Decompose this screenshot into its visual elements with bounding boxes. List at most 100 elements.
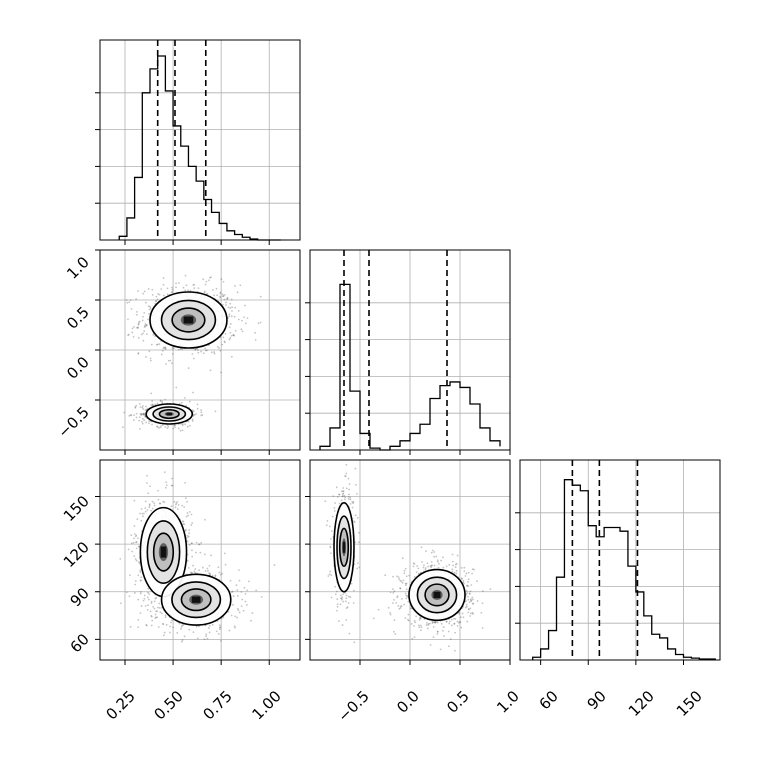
sample-point <box>184 528 187 531</box>
sample-point <box>183 396 186 399</box>
sample-point <box>234 626 236 629</box>
sample-point <box>342 600 345 603</box>
sample-point <box>177 348 180 351</box>
sample-point <box>166 293 169 296</box>
sample-point <box>448 620 451 623</box>
sample-point <box>155 343 158 346</box>
sample-point <box>172 626 175 629</box>
sample-point <box>232 334 235 337</box>
sample-point <box>218 628 221 631</box>
sample-point <box>183 506 186 508</box>
sample-point <box>180 625 183 628</box>
sample-point <box>189 424 191 427</box>
sample-point <box>205 633 208 636</box>
sample-point <box>393 630 395 633</box>
sample-point <box>465 589 468 592</box>
sample-point <box>219 626 222 628</box>
sample-point <box>170 505 173 508</box>
sample-point <box>191 522 194 524</box>
sample-point <box>145 623 148 626</box>
sample-point <box>141 417 144 420</box>
sample-point <box>206 293 209 295</box>
sample-point <box>421 561 423 563</box>
panel-border <box>309 459 511 661</box>
sample-point <box>90 311 92 313</box>
sample-point <box>191 353 194 355</box>
sample-point <box>471 568 474 571</box>
sample-point <box>218 347 220 350</box>
sample-point <box>345 472 348 475</box>
sample-point <box>138 561 140 563</box>
sample-point <box>404 582 407 585</box>
sample-point <box>160 606 163 609</box>
sample-point <box>149 359 152 362</box>
sample-point <box>336 598 339 601</box>
sample-point <box>161 424 164 427</box>
sample-point <box>143 290 146 293</box>
sample-point <box>140 579 143 582</box>
sample-point <box>346 606 349 609</box>
sample-point <box>331 515 334 518</box>
sample-point <box>138 562 141 565</box>
sample-point <box>230 315 233 318</box>
sample-point <box>467 608 470 610</box>
sample-point <box>399 607 402 609</box>
sample-point <box>418 626 421 629</box>
sample-point <box>273 564 276 566</box>
sample-point <box>151 404 154 407</box>
sample-point <box>470 598 472 601</box>
sample-point <box>142 599 145 602</box>
sample-point <box>217 633 220 635</box>
sample-point <box>181 429 184 432</box>
sample-point <box>229 337 232 339</box>
sample-point <box>192 357 195 360</box>
sample-point <box>342 593 344 596</box>
sample-point <box>464 606 467 609</box>
sample-point <box>229 307 232 309</box>
sample-point <box>160 425 163 427</box>
sample-point <box>352 589 355 592</box>
sample-point <box>235 584 238 587</box>
sample-point <box>205 635 207 638</box>
sample-point <box>150 600 153 603</box>
sample-point <box>195 541 198 544</box>
sample-point <box>458 611 461 614</box>
sample-point <box>133 537 135 540</box>
sample-point <box>439 648 442 651</box>
sample-point <box>239 284 242 287</box>
sample-point <box>226 297 229 300</box>
sample-point <box>231 590 234 593</box>
sample-point <box>328 573 331 576</box>
sample-point <box>448 563 451 566</box>
sample-point <box>129 413 132 416</box>
sample-point <box>470 612 472 615</box>
sample-point <box>195 625 198 628</box>
sample-point <box>349 596 352 598</box>
sample-point <box>150 392 153 395</box>
sample-point <box>187 566 190 569</box>
sample-point <box>129 574 131 576</box>
sample-point <box>211 623 214 626</box>
sample-point <box>130 534 133 537</box>
sample-point <box>223 298 226 301</box>
sample-point <box>408 574 411 577</box>
sample-point <box>219 295 222 298</box>
sample-point <box>146 608 149 611</box>
sample-point <box>199 551 202 554</box>
sample-point <box>243 586 246 589</box>
sample-point <box>130 414 133 417</box>
sample-point <box>184 289 187 292</box>
sample-point <box>171 290 174 293</box>
sample-point <box>425 624 428 626</box>
sample-point <box>194 572 197 574</box>
sample-point <box>138 403 141 405</box>
sample-point <box>351 500 354 503</box>
sample-point <box>182 523 185 525</box>
sample-point <box>144 500 147 503</box>
sample-point <box>344 475 347 478</box>
sample-point <box>436 630 439 633</box>
sample-point <box>407 618 409 621</box>
sample-point <box>193 570 196 573</box>
sample-point <box>458 612 461 615</box>
sample-point <box>352 501 355 503</box>
